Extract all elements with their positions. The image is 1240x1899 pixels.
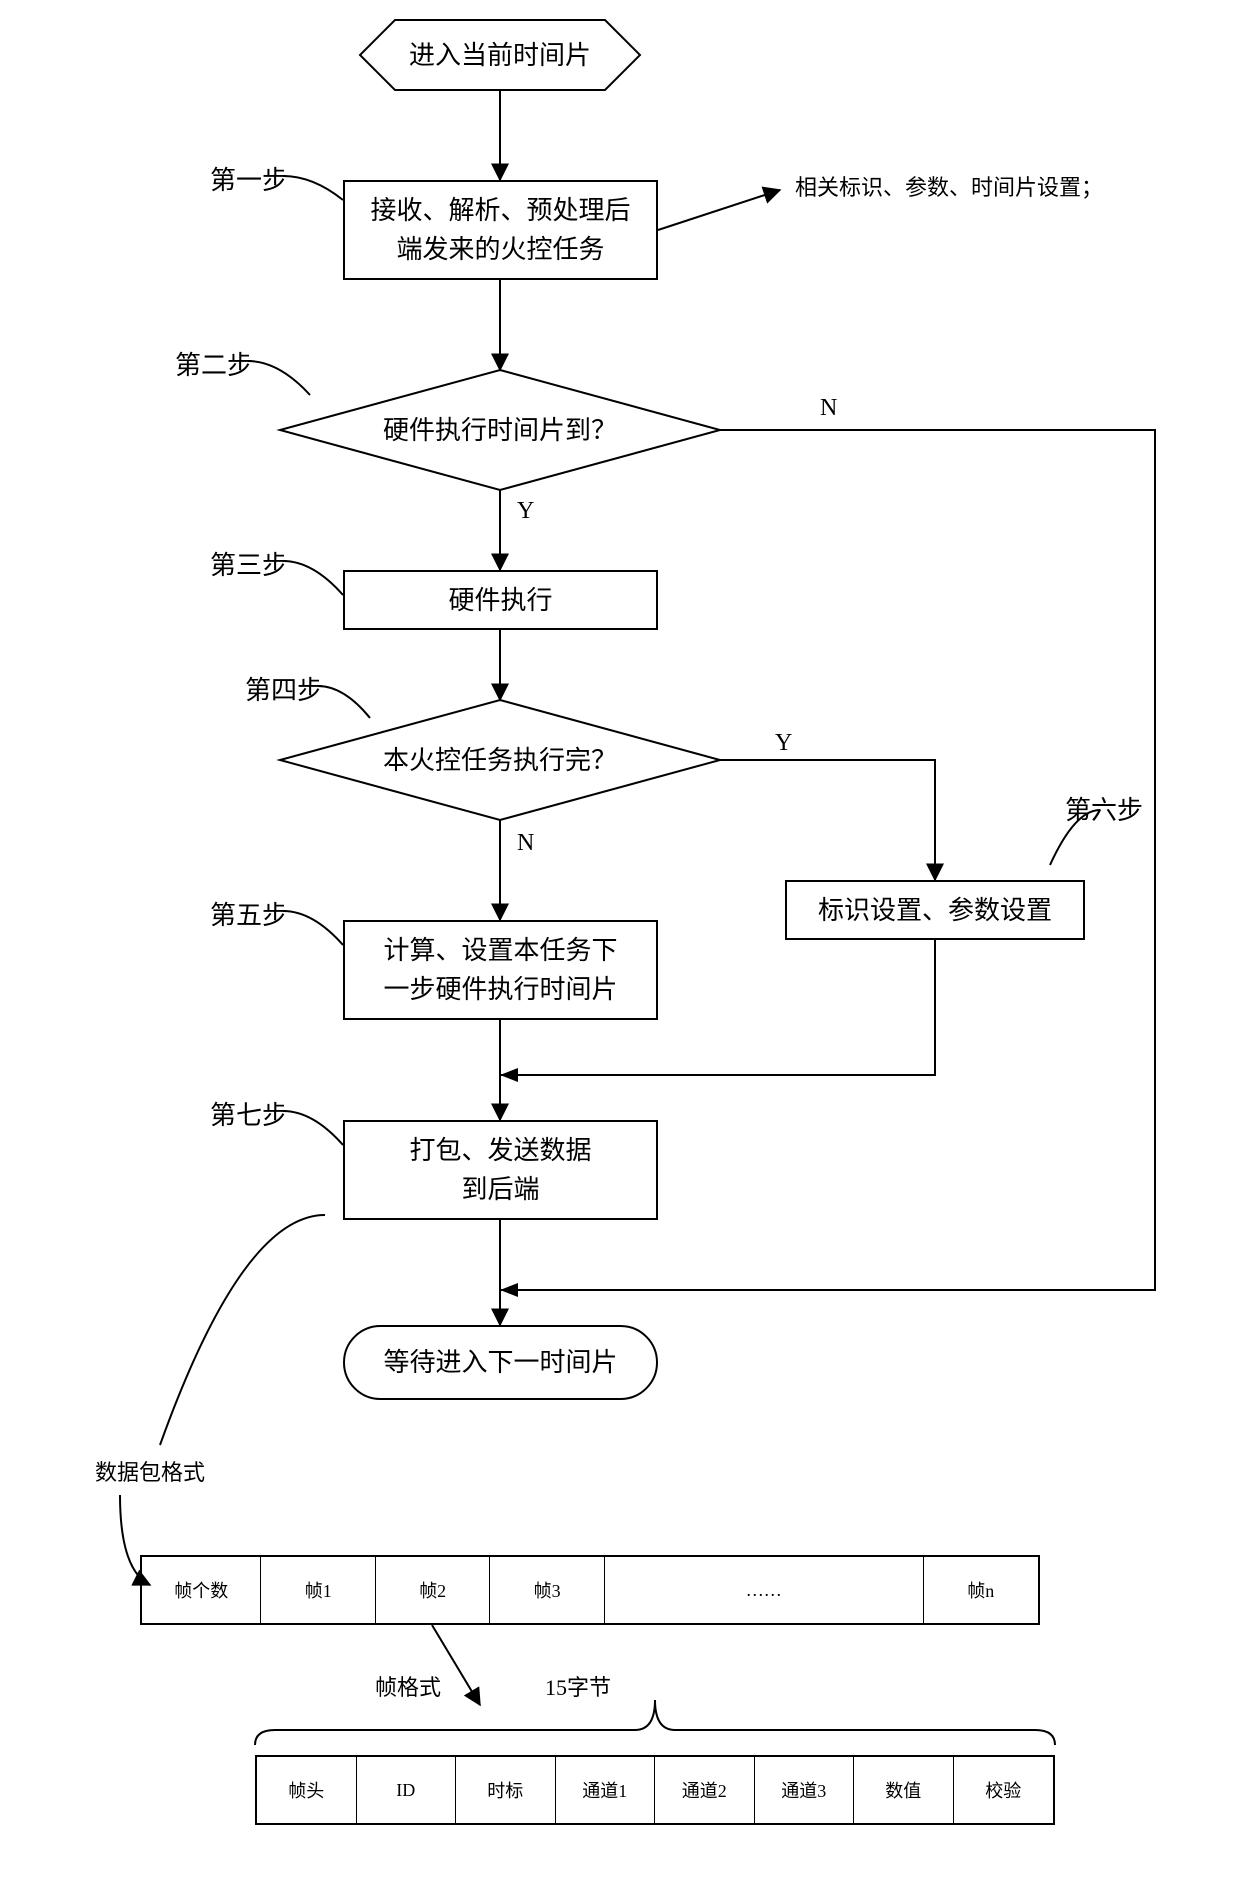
cell-packet-5: 帧n xyxy=(924,1557,1038,1623)
cell-frame-0: 帧头 xyxy=(257,1757,357,1823)
branch-label-dec2_N: N xyxy=(820,395,837,422)
step-label-s4: 第四步 xyxy=(245,670,323,707)
cell-frame-5: 通道3 xyxy=(755,1757,855,1823)
node-step7: 打包、发送数据到后端 xyxy=(343,1120,658,1220)
node-step5: 计算、设置本任务下一步硬件执行时间片 xyxy=(343,920,658,1020)
step-label-s3: 第三步 xyxy=(210,545,288,582)
cell-packet-3: 帧3 xyxy=(490,1557,604,1623)
cell-packet-1: 帧1 xyxy=(261,1557,375,1623)
cell-packet-0: 帧个数 xyxy=(142,1557,261,1623)
node-step6: 标识设置、参数设置 xyxy=(785,880,1085,940)
step-label-s5: 第五步 xyxy=(210,895,288,932)
cell-frame-6: 数值 xyxy=(854,1757,954,1823)
step-label-s7: 第七步 xyxy=(210,1095,288,1132)
step-label-s1: 第一步 xyxy=(210,160,288,197)
node-text-dec2: 硬件执行时间片到？ xyxy=(383,411,617,450)
node-text-step6: 标识设置、参数设置 xyxy=(818,891,1052,930)
branch-label-dec4_N: N xyxy=(517,830,534,857)
table-frame: 帧头ID时标通道1通道2通道3数值校验 xyxy=(255,1755,1055,1825)
cell-frame-2: 时标 xyxy=(456,1757,556,1823)
step-label-s2: 第二步 xyxy=(175,345,253,382)
annotation-bytes15: 15字节 xyxy=(545,1670,611,1702)
step-label-s6: 第六步 xyxy=(1065,790,1143,827)
node-text-step1: 接收、解析、预处理后端发来的火控任务 xyxy=(370,191,630,269)
node-text-step3: 硬件执行 xyxy=(448,581,552,620)
table-packet: 帧个数帧1帧2帧3……帧n xyxy=(140,1555,1040,1625)
node-step3: 硬件执行 xyxy=(343,570,658,630)
branch-label-dec4_Y: Y xyxy=(775,730,792,757)
node-text-dec4: 本火控任务执行完？ xyxy=(383,741,617,780)
cell-frame-4: 通道2 xyxy=(655,1757,755,1823)
node-text-step5: 计算、设置本任务下一步硬件执行时间片 xyxy=(383,931,617,1009)
annotation-anno1: 相关标识、参数、时间片设置； xyxy=(795,170,1103,202)
node-text-step7: 打包、发送数据到后端 xyxy=(409,1131,591,1209)
cell-frame-1: ID xyxy=(357,1757,457,1823)
node-text-end: 等待进入下一时间片 xyxy=(383,1343,617,1382)
node-start: 进入当前时间片 xyxy=(360,20,640,90)
node-dec2: 硬件执行时间片到？ xyxy=(280,370,720,490)
node-step1: 接收、解析、预处理后端发来的火控任务 xyxy=(343,180,658,280)
annotation-pkt_label: 数据包格式 xyxy=(95,1455,205,1487)
node-text-start: 进入当前时间片 xyxy=(409,36,591,75)
cell-packet-4: …… xyxy=(605,1557,924,1623)
node-end: 等待进入下一时间片 xyxy=(343,1325,658,1400)
annotation-frame_fmt: 帧格式 xyxy=(375,1670,441,1702)
cell-frame-7: 校验 xyxy=(954,1757,1054,1823)
cell-packet-2: 帧2 xyxy=(376,1557,490,1623)
cell-frame-3: 通道1 xyxy=(556,1757,656,1823)
branch-label-dec2_Y: Y xyxy=(517,498,534,525)
node-dec4: 本火控任务执行完？ xyxy=(280,700,720,820)
